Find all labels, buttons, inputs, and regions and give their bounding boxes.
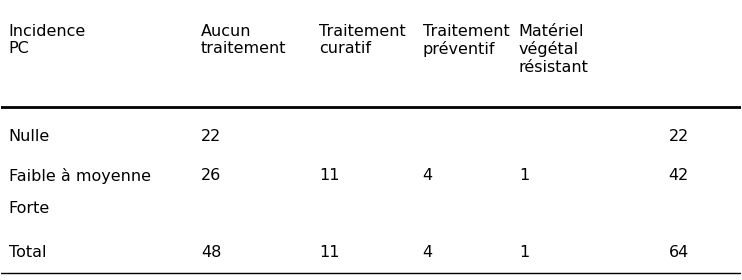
Text: 1: 1 — [519, 168, 529, 183]
Text: 26: 26 — [201, 168, 221, 183]
Text: 22: 22 — [669, 129, 689, 144]
Text: Nulle: Nulle — [9, 129, 50, 144]
Text: 1: 1 — [519, 245, 529, 260]
Text: 11: 11 — [319, 168, 340, 183]
Text: Incidence
PC: Incidence PC — [9, 24, 86, 56]
Text: 22: 22 — [201, 129, 221, 144]
Text: Forte: Forte — [9, 201, 50, 216]
Text: Faible à moyenne: Faible à moyenne — [9, 168, 151, 184]
Text: Total: Total — [9, 245, 46, 260]
Text: 4: 4 — [423, 245, 433, 260]
Text: 48: 48 — [201, 245, 221, 260]
Text: 11: 11 — [319, 245, 340, 260]
Text: Traitement
préventif: Traitement préventif — [423, 24, 510, 57]
Text: Matériel
végétal
résistant: Matériel végétal résistant — [519, 24, 588, 74]
Text: 64: 64 — [669, 245, 689, 260]
Text: 42: 42 — [669, 168, 689, 183]
Text: Traitement
curatif: Traitement curatif — [319, 24, 406, 56]
Text: Aucun
traitement: Aucun traitement — [201, 24, 286, 56]
Text: 4: 4 — [423, 168, 433, 183]
